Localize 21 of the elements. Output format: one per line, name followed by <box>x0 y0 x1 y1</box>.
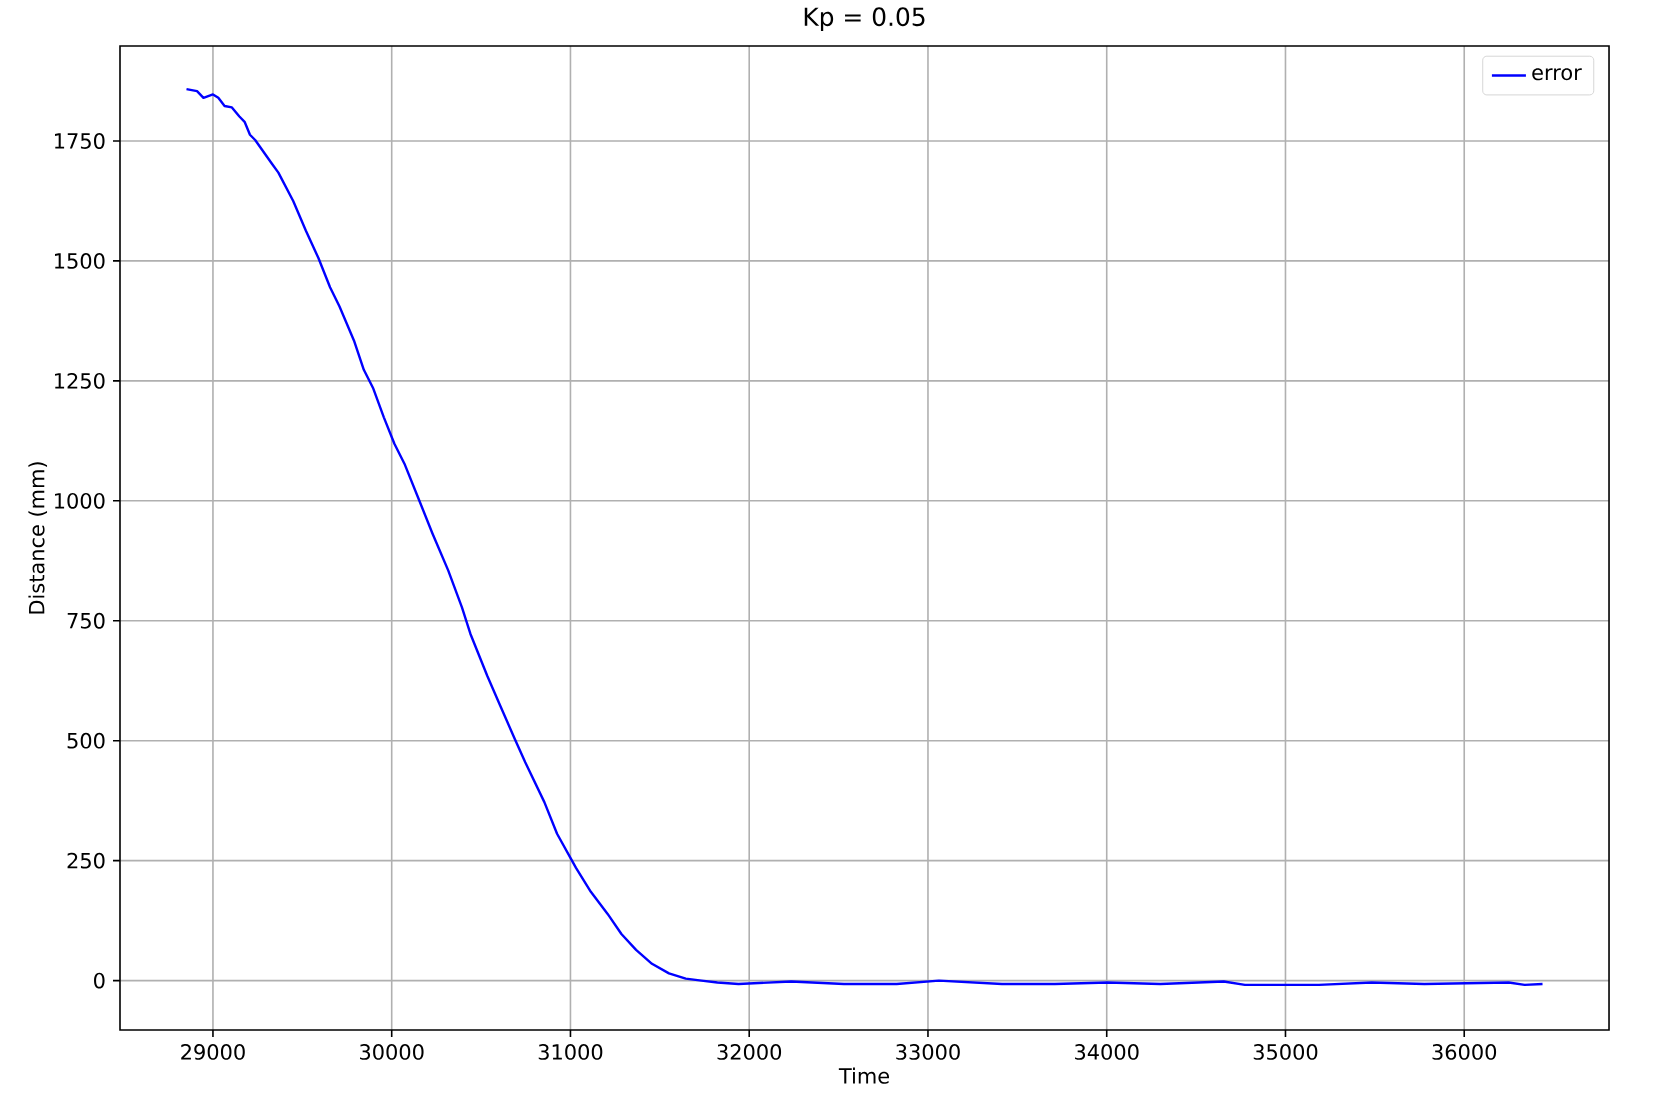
legend-label: error <box>1532 68 1582 81</box>
x-tick-label: 35000 <box>1253 1044 1318 1060</box>
y-tick-label: 750 <box>67 612 105 629</box>
y-axis-title: Distance (mm) <box>28 462 48 614</box>
x-tick-label: 33000 <box>896 1044 960 1060</box>
y-tick-label: 500 <box>67 732 105 749</box>
x-tick-label: 30000 <box>360 1044 424 1060</box>
y-tick-label: 1000 <box>55 492 105 509</box>
x-tick-label: 34000 <box>1075 1044 1139 1060</box>
y-tick-label: 1750 <box>55 133 105 149</box>
x-tick-label: 32000 <box>717 1044 782 1060</box>
chart-title: Kp = 0.05 <box>804 7 925 31</box>
x-tick-label: 31000 <box>538 1044 603 1060</box>
y-tick-label: 0 <box>94 972 105 989</box>
x-tick-label: 36000 <box>1432 1044 1497 1060</box>
y-tick-label: 1250 <box>55 372 105 389</box>
y-tick-label: 250 <box>67 852 105 869</box>
x-axis-title: Time <box>838 1067 890 1084</box>
x-tick-label: 29000 <box>181 1044 245 1060</box>
line-series <box>185 87 1544 987</box>
y-tick-label: 1500 <box>55 253 105 269</box>
